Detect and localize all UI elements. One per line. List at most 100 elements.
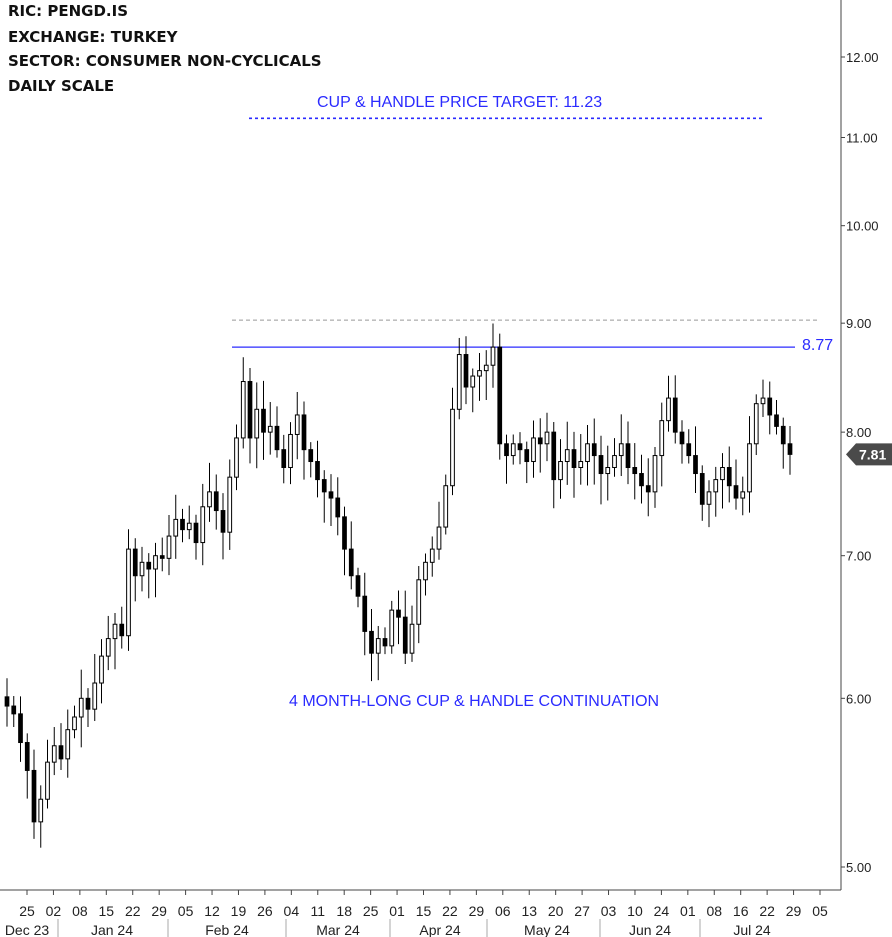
candle-body-down <box>787 443 793 455</box>
x-tick-label: 10 <box>627 903 643 919</box>
candle <box>153 542 158 598</box>
candle <box>477 352 482 401</box>
candle <box>362 572 368 656</box>
candle <box>146 553 152 599</box>
candle <box>524 441 530 484</box>
candle-body-up <box>740 491 746 499</box>
candle-body-up <box>436 526 442 550</box>
candle-body-down <box>537 437 543 445</box>
candle <box>774 400 779 435</box>
candle <box>11 696 17 728</box>
y-tick-label: 7.00 <box>846 549 871 564</box>
candle <box>24 733 30 799</box>
candle <box>315 440 320 498</box>
candle <box>652 447 658 508</box>
candle-body-up <box>429 548 435 563</box>
x-tick-label: 13 <box>521 903 537 919</box>
candle <box>65 709 71 778</box>
candle <box>666 375 671 432</box>
candle-body-down <box>780 425 786 445</box>
candle-body-up <box>254 408 260 439</box>
candle <box>288 422 293 485</box>
candle-body-down <box>4 696 10 707</box>
candle <box>693 426 698 494</box>
candle-body-down <box>598 455 604 475</box>
x-tick-label: 11 <box>310 903 325 919</box>
candle <box>517 432 523 465</box>
candle-body-up <box>200 506 206 544</box>
candle-body-up <box>105 638 111 657</box>
candle <box>92 653 98 722</box>
candle-body-up <box>294 414 300 435</box>
candle-body-up <box>409 623 415 654</box>
candle-body-down <box>504 443 509 457</box>
candle <box>159 537 165 572</box>
x-month-label: Apr 24 <box>419 922 460 937</box>
candle <box>733 459 739 510</box>
candle <box>173 494 179 559</box>
candle-body-down <box>261 408 266 433</box>
candle <box>99 639 104 704</box>
candle-body-down <box>220 510 226 533</box>
x-tick-label: 08 <box>706 903 722 919</box>
candle <box>537 418 543 473</box>
candle-body-up <box>38 798 44 823</box>
pattern-annotation: 4 MONTH-LONG CUP & HANDLE CONTINUATION <box>289 693 659 710</box>
candle <box>544 412 550 462</box>
candle <box>618 414 624 477</box>
candle <box>463 336 469 405</box>
candle-body-up <box>227 476 233 533</box>
candles <box>4 323 793 848</box>
candle-body-up <box>652 455 658 493</box>
candle <box>213 474 219 530</box>
last-price-label: 7.81 <box>859 446 886 462</box>
candle-body-up <box>126 548 131 637</box>
x-tick-label: 26 <box>257 903 273 919</box>
candle-body-down <box>348 548 354 577</box>
x-tick-label: 22 <box>759 903 775 919</box>
candle-body-down <box>402 616 408 654</box>
x-tick-label: 01 <box>680 903 696 919</box>
candle-body-down <box>213 491 219 512</box>
candle-body-down <box>321 479 327 493</box>
candle-body-up <box>51 745 57 763</box>
candle <box>126 529 131 651</box>
candle-body-down <box>335 497 341 518</box>
candle-body-down <box>774 414 779 427</box>
x-tick-label: 05 <box>178 903 194 919</box>
y-tick-label: 11.00 <box>846 131 878 146</box>
y-tick-label: 9.00 <box>846 316 871 331</box>
candle <box>51 727 57 776</box>
candle <box>72 705 77 739</box>
candle-body-up <box>45 761 50 800</box>
candle-body-up <box>531 437 536 463</box>
candle-body-down <box>58 745 64 760</box>
candle <box>132 538 138 602</box>
exchange-label: EXCHANGE: TURKEY <box>8 28 179 46</box>
candle-body-down <box>726 467 732 487</box>
candle-body-up <box>389 609 395 647</box>
candle <box>726 446 732 503</box>
x-tick-label: 04 <box>284 903 300 919</box>
candle-body-down <box>497 346 503 445</box>
candle-body-up <box>618 443 624 457</box>
candle <box>551 422 557 509</box>
candle <box>85 688 91 728</box>
candle-body-up <box>92 682 98 710</box>
candle-body-up <box>234 437 239 478</box>
candle <box>301 401 307 480</box>
candle-body-up <box>558 461 563 481</box>
candle <box>564 421 570 485</box>
x-month-label: Jul 24 <box>733 922 771 937</box>
candle <box>436 501 442 560</box>
candle <box>672 375 678 444</box>
y-tick-label: 10.00 <box>846 219 879 234</box>
candle-body-down <box>767 397 773 416</box>
candle-body-down <box>625 443 631 469</box>
x-tick-label: 18 <box>336 903 352 919</box>
candle-body-down <box>463 354 469 388</box>
candle <box>598 435 604 505</box>
candle <box>787 425 793 475</box>
candle-body-up <box>207 491 212 508</box>
